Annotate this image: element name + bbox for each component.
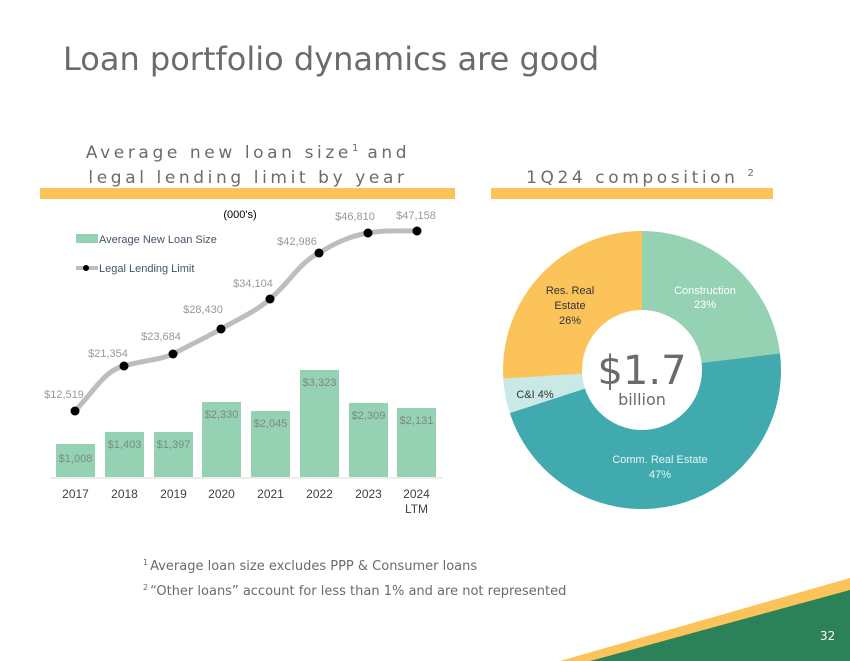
bar-2024 <box>397 408 436 477</box>
bar-label: $2,330 <box>205 409 239 421</box>
x-tick-label: 2017 <box>62 487 89 501</box>
bar-chart: (000's) Average New Loan Size Legal Lend… <box>44 209 442 516</box>
bar-label: $2,045 <box>254 418 288 430</box>
legal-lending-limit-line <box>72 228 420 414</box>
donut-chart-title: 1Q24 composition 2 <box>490 161 790 191</box>
footnote-text: Average loan size excludes PPP & Consume… <box>150 559 478 574</box>
bar-chart-title-line2: legal lending limit by year <box>88 168 408 188</box>
bar-2020 <box>202 402 241 477</box>
footnote-2: 2 “Other loans” account for less than 1% … <box>143 577 566 602</box>
footnotes: 1 Average loan size excludes PPP & Consum… <box>143 552 566 602</box>
x-tick-label: 2019 <box>160 487 187 501</box>
slice-label-res-1: Res. Real <box>546 285 594 297</box>
slice-label-ci: C&I 4% <box>516 389 554 401</box>
bar-2022 <box>300 370 339 477</box>
slice-label-res-2: Estate <box>554 300 585 312</box>
slice-pct-cre: 47% <box>649 469 671 481</box>
legend-marker-icon <box>83 265 89 271</box>
line-label: $21,354 <box>88 348 128 360</box>
x-tick-label: 2023 <box>355 487 382 501</box>
legend-bar-label: Average New Loan Size <box>99 234 217 246</box>
line-point <box>265 294 275 304</box>
line-label: $46,810 <box>335 211 375 223</box>
bar-chart-title-line1-end: and <box>358 143 411 163</box>
line-label: $34,104 <box>233 278 273 290</box>
line-label: $47,158 <box>396 210 436 222</box>
x-tick-label: 2024 <box>403 487 430 501</box>
x-tick-label: 2021 <box>257 487 284 501</box>
line-point <box>168 349 178 359</box>
slice-label-construction: Construction <box>674 285 736 297</box>
line-point <box>119 361 129 371</box>
line-point <box>216 324 226 334</box>
line-label: $42,986 <box>277 236 317 248</box>
footnote-marker: 2 <box>143 583 149 592</box>
line-label: $28,430 <box>183 304 223 316</box>
bar-label: $2,309 <box>352 410 386 422</box>
bar-label: $1,397 <box>157 439 191 451</box>
left-title-underline <box>40 188 455 199</box>
bar-2023 <box>349 403 388 477</box>
footnote-marker: 1 <box>143 558 149 567</box>
bar-label: $3,323 <box>303 377 337 389</box>
line-point <box>70 406 80 416</box>
slice-pct-construction: 23% <box>694 299 716 311</box>
x-tick-label: 2018 <box>111 487 138 501</box>
units-label: (000's) <box>223 209 256 221</box>
slice-pct-res: 26% <box>559 315 581 327</box>
x-tick-label-ltm: LTM <box>405 502 428 516</box>
line-point <box>412 226 422 236</box>
line-point <box>314 248 324 258</box>
right-title-underline <box>491 188 773 199</box>
bar-chart-title-line1: Average new loan size <box>85 143 352 163</box>
legend-line-label: Legal Lending Limit <box>99 263 194 275</box>
slice-comm-real-estate <box>509 353 782 510</box>
x-tick-label: 2022 <box>306 487 333 501</box>
donut-hole <box>582 310 702 430</box>
bar-label: $1,403 <box>108 439 142 451</box>
donut-center-unit: billion <box>618 390 666 409</box>
slice-label-cre: Comm. Real Estate <box>612 454 707 466</box>
bar-chart-title: Average new loan size1 and legal lending… <box>40 136 456 191</box>
bar-label: $1,008 <box>59 453 93 465</box>
footnote-marker-1: 1 <box>351 143 359 154</box>
bar-label: $2,131 <box>400 415 434 427</box>
line-label: $12,519 <box>44 389 84 401</box>
bar-2019 <box>154 432 193 477</box>
line-point <box>363 228 373 238</box>
donut-title-text: 1Q24 composition <box>526 168 748 188</box>
legend-bar-swatch <box>76 234 98 243</box>
bar-2018 <box>105 432 144 477</box>
x-tick-label: 2020 <box>208 487 235 501</box>
footnote-text: “Other loans” account for less than 1% a… <box>150 584 567 599</box>
slide-title: Loan portfolio dynamics are good <box>63 40 600 78</box>
footnote-1: 1 Average loan size excludes PPP & Consum… <box>143 552 566 577</box>
page-number: 32 <box>820 629 836 643</box>
footnote-marker-2: 2 <box>747 168 754 179</box>
corner-decoration <box>560 578 850 661</box>
donut-chart: $1.7 billion Construction 23% Comm. Real… <box>503 231 782 510</box>
line-label: $23,684 <box>141 331 181 343</box>
bar-2017 <box>56 444 95 477</box>
bar-2021 <box>251 411 290 477</box>
donut-center-value: $1.7 <box>597 348 686 394</box>
